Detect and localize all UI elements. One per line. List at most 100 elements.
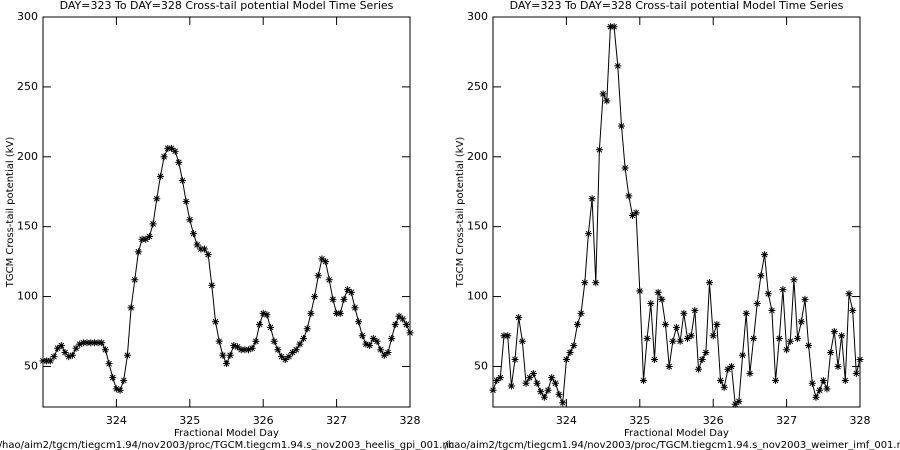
data-point [230,341,238,349]
data-point [786,337,794,345]
data-point [65,353,73,361]
data-point [584,230,592,238]
data-point [237,346,245,354]
x-tick-label: 327 [776,414,797,427]
data-point [347,288,355,296]
data-line [492,26,861,406]
data-point [816,386,824,394]
data-point [79,339,87,347]
data-point [384,348,392,356]
data-point [369,335,377,343]
data-point [511,355,519,363]
data-point [852,369,860,377]
data-point [808,379,816,387]
data-point [270,337,278,345]
data-point [724,365,732,373]
data-point [127,304,135,312]
data-point [650,355,658,363]
y-axis-label: TGCM Cross-tail potential (kV) [455,137,466,289]
data-point [529,369,537,377]
data-point [790,276,798,284]
data-point [142,235,150,243]
data-point [720,383,728,391]
data-point [281,355,289,363]
x-tick-label: 328 [400,414,421,427]
data-point [566,348,574,356]
chart-title: DAY=323 To DAY=328 Cross-tail potential … [60,0,394,12]
data-point [311,293,319,301]
data-point [145,232,153,240]
data-point [226,351,234,359]
data-point [340,295,348,303]
data-point [215,337,223,345]
x-tick-label: 324 [106,414,127,427]
data-point [834,362,842,370]
data-point [739,351,747,359]
data-point [772,376,780,384]
y-tick-label: 150 [17,220,38,233]
y-tick-label: 300 [17,10,38,23]
data-point [614,62,622,70]
data-point [402,321,410,329]
data-point [46,357,54,365]
data-point [592,279,600,287]
data-point [399,315,407,323]
data-point [160,153,168,161]
data-point [625,192,633,200]
data-point [695,365,703,373]
data-point [702,348,710,356]
data-point [779,286,787,294]
data-point [632,209,640,217]
x-tick-label: 325 [629,414,650,427]
data-point [717,376,725,384]
data-point [296,340,304,348]
data-point [489,386,497,394]
y-tick-label: 50 [24,359,38,372]
data-point [581,279,589,287]
data-point [761,251,769,259]
data-point [76,340,84,348]
data-point [156,172,164,180]
data-point [219,351,227,359]
data-point [193,241,201,249]
chart-title: DAY=323 To DAY=328 Cross-tail potential … [510,0,844,12]
data-point [112,385,120,393]
data-point [665,362,673,370]
data-point [496,374,504,382]
data-point [109,374,117,382]
data-point [577,309,585,317]
data-point [333,309,341,317]
y-tick-label: 150 [467,220,488,233]
y-tick-label: 100 [17,290,38,303]
data-point [355,318,363,326]
data-point [61,348,69,356]
data-point [610,23,618,31]
data-point [362,340,370,348]
data-point [548,374,556,382]
data-point [698,355,706,363]
data-point [54,344,62,352]
data-point [50,353,58,361]
data-point [647,300,655,308]
data-point [175,158,183,166]
data-point [639,376,647,384]
data-point [555,390,563,398]
data-point [259,309,267,317]
data-point [252,337,260,345]
data-point [544,386,552,394]
data-point [823,385,831,393]
data-point [728,362,736,370]
data-point [750,335,758,343]
data-point [322,258,330,266]
data-line [43,147,411,391]
data-point [366,341,374,349]
data-point [522,379,530,387]
data-point [684,335,692,343]
data-point [241,346,249,354]
data-point [289,348,297,356]
data-point [234,343,242,351]
data-point [764,290,772,298]
data-point [380,351,388,359]
data-point [838,332,846,340]
data-point [120,376,128,384]
